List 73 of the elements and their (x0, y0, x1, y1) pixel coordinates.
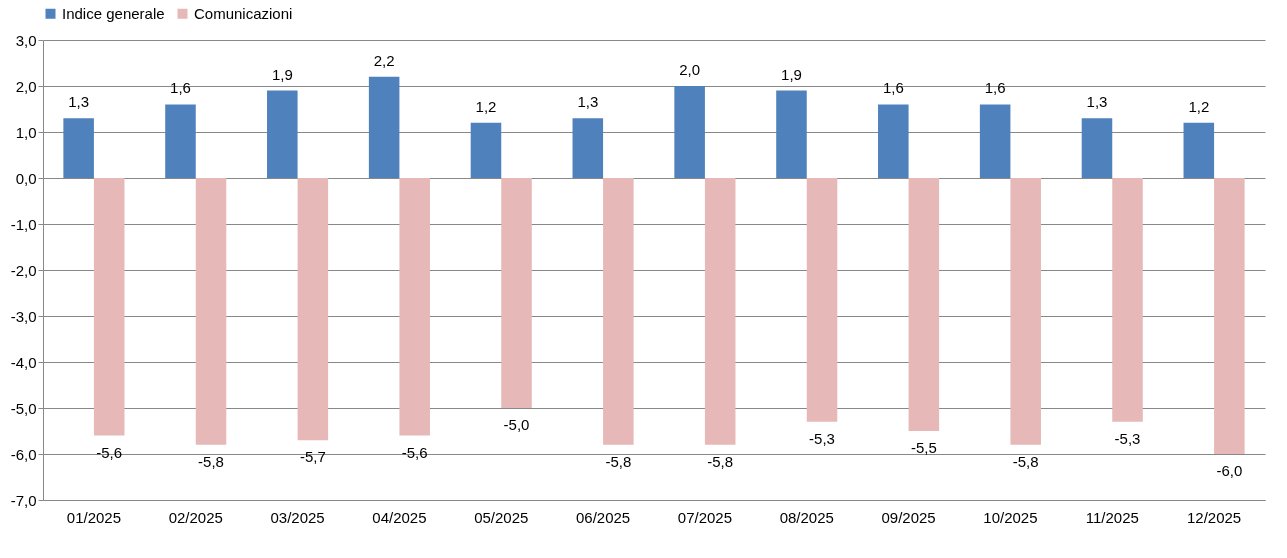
y-tick-label: -1,0 (10, 215, 37, 233)
legend-label: Indice generale (62, 4, 165, 22)
x-tick-label: 02/2025 (168, 508, 223, 526)
data-label: 1,6 (170, 79, 191, 97)
data-label: 1,9 (781, 65, 802, 83)
data-label: -5,8 (1012, 452, 1039, 470)
bar (603, 178, 634, 445)
bar (501, 178, 532, 408)
data-label: -5,5 (910, 439, 937, 456)
bar (674, 86, 705, 178)
bar (1183, 122, 1215, 178)
bar (267, 90, 298, 178)
bar (704, 178, 736, 445)
bar (979, 104, 1011, 178)
data-label: -5,8 (198, 452, 224, 470)
x-tick-label: 05/2025 (474, 508, 529, 526)
x-tick-label: 10/2025 (983, 508, 1038, 526)
data-label: -5,7 (299, 448, 326, 466)
bar (1010, 178, 1041, 445)
bar (776, 90, 807, 178)
data-label: 1,2 (1188, 97, 1210, 115)
data-label: 2,2 (373, 51, 395, 69)
data-label: 1,6 (984, 79, 1006, 97)
data-label: -5,3 (809, 429, 835, 447)
bar (297, 178, 329, 441)
y-tick-label: 1,0 (15, 123, 37, 141)
data-label: 2,0 (679, 61, 701, 78)
bar (368, 76, 400, 178)
y-tick-label: -5,0 (10, 399, 37, 417)
legend-label: Comunicazioni (194, 4, 293, 22)
bar (572, 118, 604, 178)
bar (93, 178, 125, 436)
data-label: -5,6 (96, 443, 123, 461)
x-tick-label: 01/2025 (66, 508, 122, 526)
x-tick-label: 12/2025 (1186, 508, 1242, 526)
data-label: -5,6 (401, 443, 428, 461)
y-tick-label: -3,0 (10, 307, 37, 325)
y-tick-label: 2,0 (15, 77, 37, 95)
bar (1081, 118, 1113, 178)
x-tick-label: 04/2025 (372, 508, 427, 526)
x-tick-label: 11/2025 (1085, 508, 1139, 526)
y-tick-label: 0,0 (15, 169, 37, 187)
data-label: 1,2 (475, 97, 497, 115)
y-tick-label: -6,0 (10, 445, 37, 463)
bar (806, 178, 838, 422)
y-tick-label: 3,0 (15, 31, 37, 49)
x-tick-label: 06/2025 (575, 508, 631, 526)
x-tick-label: 07/2025 (677, 508, 733, 526)
x-tick-label: 08/2025 (779, 508, 834, 526)
bar (1112, 178, 1143, 422)
data-label: -6,0 (1216, 462, 1243, 479)
bar (165, 104, 196, 178)
bar (63, 118, 94, 178)
data-label: 1,3 (577, 93, 599, 111)
data-label: 1,3 (68, 93, 90, 111)
data-label: -5,0 (503, 416, 530, 433)
data-label: 1,6 (882, 79, 904, 97)
data-label: -5,8 (707, 452, 734, 470)
y-tick-label: -4,0 (10, 353, 37, 371)
bar (470, 122, 502, 178)
y-tick-label: -7,0 (10, 491, 37, 509)
data-label: -5,3 (1114, 429, 1141, 447)
x-tick-label: 03/2025 (270, 508, 325, 526)
x-tick-label: 09/2025 (881, 508, 936, 526)
y-tick-label: -2,0 (10, 261, 37, 279)
bar (878, 104, 909, 178)
bar (1214, 178, 1245, 454)
bar (195, 178, 227, 445)
data-label: 1,9 (271, 65, 293, 83)
bar (908, 178, 940, 431)
data-label: 1,3 (1086, 93, 1108, 111)
bar (399, 178, 430, 436)
data-label: -5,8 (605, 452, 632, 470)
